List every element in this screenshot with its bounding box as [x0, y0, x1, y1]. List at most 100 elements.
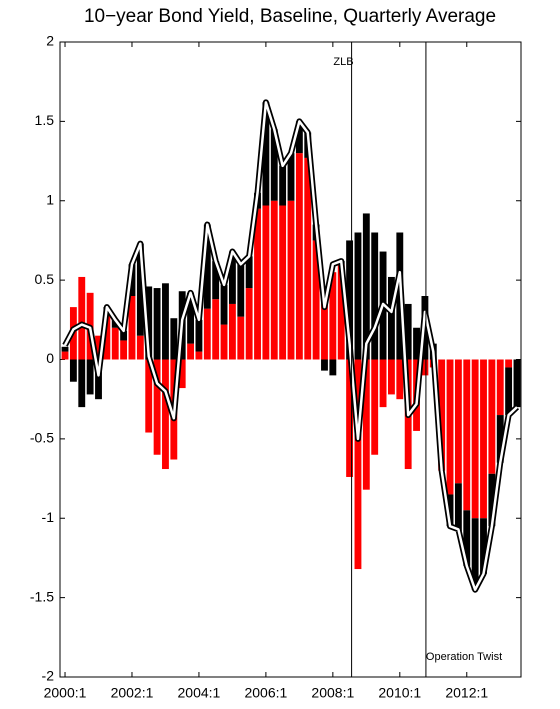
bar-segment: [505, 367, 513, 416]
bar-segment: [388, 359, 395, 395]
bar-segment: [103, 315, 111, 360]
bar-segment: [362, 359, 370, 490]
bar-segment: [279, 205, 287, 360]
bar-segment: [203, 308, 211, 360]
bar-segment: [463, 359, 471, 511]
bar-segment: [187, 343, 194, 360]
bar-segment: [61, 351, 69, 360]
annotation-label: Operation Twist: [426, 651, 502, 663]
bar-segment: [463, 510, 471, 566]
bar-segment: [488, 473, 496, 527]
bar-segment: [513, 359, 521, 408]
bar-segment: [295, 121, 303, 154]
bar-segment: [95, 359, 102, 400]
bar-segment: [270, 200, 278, 360]
bar-segment: [446, 359, 454, 495]
plot-frame: [59, 41, 522, 678]
bar-segment: [220, 324, 228, 360]
bar-segment: [270, 129, 278, 201]
x-tick-label: 2006:1: [244, 685, 287, 701]
bar-segment: [404, 303, 412, 360]
bar-segment: [321, 359, 328, 371]
bar-segment: [287, 153, 295, 201]
line: [63, 101, 518, 591]
x-tick-label: 2010:1: [378, 685, 421, 701]
bar-segment: [61, 346, 69, 352]
x-tick-label: 2002:1: [111, 685, 154, 701]
bar-segment: [396, 359, 404, 400]
x-tick-label: 2000:1: [44, 685, 87, 701]
bar-segment: [245, 256, 253, 289]
bar-segment: [170, 318, 178, 360]
bar-segment: [228, 251, 236, 304]
x-tick-label: 2012:1: [445, 685, 488, 701]
bar-segment: [245, 288, 253, 360]
bar-segment: [480, 359, 487, 519]
bar-segment: [254, 208, 261, 360]
bar-segment: [136, 243, 144, 336]
bar-segment: [279, 165, 287, 206]
y-tick-label: -2: [42, 668, 55, 684]
bar-segment: [295, 153, 303, 360]
bar-segment: [379, 359, 387, 408]
bar-segment: [212, 299, 220, 360]
bar-segment: [111, 327, 119, 360]
bar-segment: [95, 335, 102, 360]
bar-segment: [388, 276, 395, 360]
y-tick-label: 1: [46, 191, 54, 207]
bar-segment: [262, 102, 270, 206]
chart-title: 10−year Bond Yield, Baseline, Quarterly …: [84, 6, 496, 27]
bar-segment: [304, 157, 312, 360]
bar-segment: [69, 359, 77, 382]
bar-segment: [120, 340, 128, 360]
bar-segment: [237, 264, 245, 317]
bar-segment: [371, 359, 379, 455]
bar-segment: [128, 296, 136, 360]
bar-segment: [212, 261, 220, 300]
bar-segment: [496, 415, 504, 463]
bar-segment: [346, 359, 354, 477]
bar-segment: [329, 272, 337, 360]
bar-segment: [496, 359, 504, 416]
bar-segment: [354, 232, 362, 360]
bar-segment: [346, 240, 354, 360]
bar-segment: [153, 359, 161, 455]
bar-segment: [262, 205, 270, 360]
bar-segment: [413, 327, 420, 360]
bar-segment: [329, 359, 337, 376]
bar-segment: [203, 224, 211, 309]
bar-segment: [78, 276, 86, 360]
annotation-label: ZLB: [333, 56, 353, 68]
y-tick-label: 1.5: [35, 112, 55, 128]
bar-segment: [187, 292, 194, 344]
y-tick-label: -1: [42, 509, 55, 525]
y-tick-label: 0: [46, 350, 54, 366]
bar-segment: [321, 296, 328, 360]
bar-segment: [195, 319, 203, 352]
bar-segment: [312, 240, 320, 360]
bar-segment: [120, 330, 128, 341]
bar-segment: [287, 200, 295, 360]
bar-segment: [86, 359, 94, 395]
bar-segment: [162, 283, 169, 360]
bar-segment: [354, 359, 362, 570]
y-tick-label: -0.5: [30, 430, 54, 446]
bar-segment: [220, 284, 228, 325]
y-tick-label: 0.5: [35, 271, 55, 287]
bar-segment: [371, 232, 379, 360]
bar-segment: [438, 359, 446, 471]
bar-segment: [480, 518, 487, 574]
bar-segment: [454, 483, 462, 531]
bar-segment: [78, 359, 86, 408]
bar-segment: [471, 518, 479, 590]
bar-segment: [136, 335, 144, 360]
bar-segment: [488, 359, 496, 474]
bar-segment: [505, 359, 513, 368]
bar-segment: [153, 288, 161, 360]
bar-segment: [421, 359, 429, 376]
bar-segment: [454, 359, 462, 484]
bar-segment: [237, 316, 245, 360]
bar-segment: [162, 359, 169, 470]
bar-segment: [362, 213, 370, 360]
